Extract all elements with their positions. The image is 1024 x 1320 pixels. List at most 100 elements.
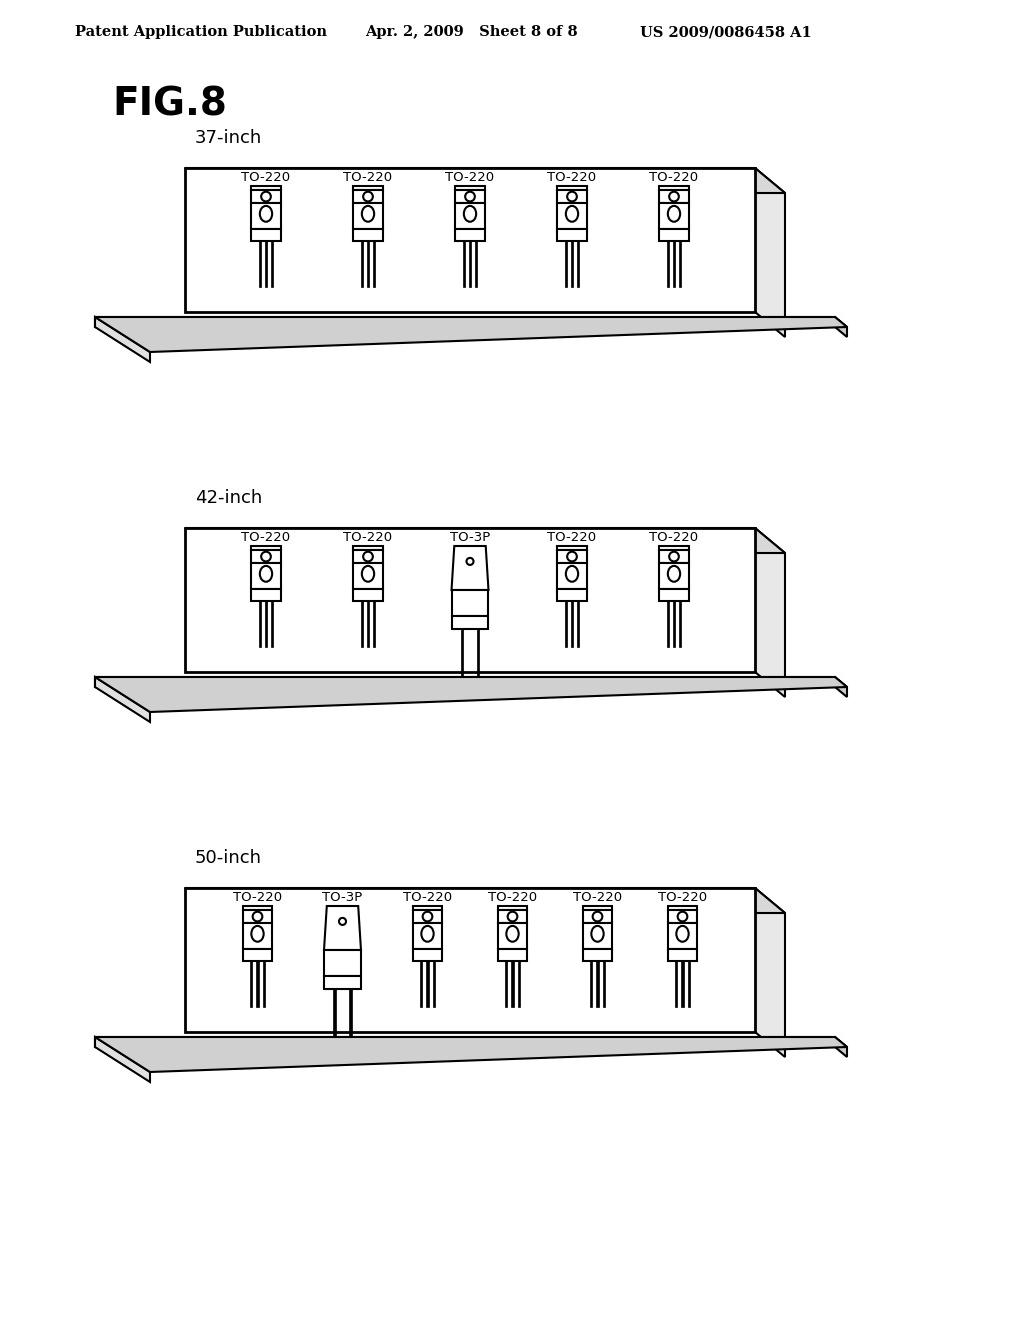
Text: TO-220: TO-220 [548, 172, 597, 183]
Ellipse shape [591, 925, 604, 941]
Bar [668, 906, 697, 911]
Ellipse shape [566, 566, 579, 582]
Bar [455, 203, 485, 230]
Bar [659, 550, 689, 562]
Bar [251, 546, 281, 550]
Bar [498, 906, 527, 911]
Bar [679, 242, 681, 288]
Bar [367, 602, 369, 647]
Polygon shape [95, 317, 847, 352]
Bar [373, 242, 375, 288]
Bar [271, 602, 273, 647]
Bar [243, 949, 272, 961]
Bar [367, 242, 369, 288]
Bar [353, 550, 383, 562]
Polygon shape [95, 1038, 150, 1082]
Polygon shape [755, 528, 785, 697]
Bar [659, 546, 689, 550]
Bar [557, 186, 587, 190]
Text: TO-220: TO-220 [232, 891, 282, 904]
Bar [557, 550, 587, 562]
Ellipse shape [467, 558, 473, 565]
Bar [251, 186, 281, 190]
Polygon shape [95, 677, 150, 722]
Bar [668, 923, 697, 949]
Text: 50-inch: 50-inch [195, 849, 262, 867]
Bar [413, 911, 442, 923]
Bar [262, 961, 265, 1007]
Bar [349, 989, 351, 1038]
Bar [498, 923, 527, 949]
Bar [185, 168, 755, 312]
Text: TO-220: TO-220 [343, 172, 392, 183]
Bar [353, 230, 383, 242]
Bar [95, 1038, 835, 1047]
Bar [432, 961, 435, 1007]
Bar [185, 888, 755, 1032]
Bar [95, 317, 835, 327]
Bar [557, 230, 587, 242]
Bar [511, 961, 514, 1007]
Bar [461, 628, 463, 677]
Bar [505, 961, 508, 1007]
Text: 42-inch: 42-inch [195, 488, 262, 507]
Bar [243, 906, 272, 911]
Text: TO-220: TO-220 [649, 172, 698, 183]
Bar [251, 230, 281, 242]
Text: TO-220: TO-220 [445, 172, 495, 183]
Bar [498, 911, 527, 923]
Bar [557, 589, 587, 602]
Bar [243, 911, 272, 923]
Ellipse shape [251, 925, 263, 941]
Bar [353, 190, 383, 203]
Polygon shape [835, 317, 847, 337]
Polygon shape [95, 677, 847, 711]
Bar [673, 242, 675, 288]
Bar [271, 242, 273, 288]
Ellipse shape [593, 912, 602, 921]
Ellipse shape [566, 206, 579, 222]
Polygon shape [185, 168, 785, 193]
Ellipse shape [423, 912, 432, 921]
Bar [259, 602, 261, 647]
Bar [324, 950, 361, 977]
Ellipse shape [361, 566, 374, 582]
Ellipse shape [364, 191, 373, 202]
Bar [426, 961, 429, 1007]
Bar [565, 602, 567, 647]
Bar [557, 546, 587, 550]
Bar [571, 242, 573, 288]
Ellipse shape [464, 206, 476, 222]
Text: US 2009/0086458 A1: US 2009/0086458 A1 [640, 25, 812, 40]
Bar [668, 911, 697, 923]
Bar [373, 602, 375, 647]
Bar [659, 230, 689, 242]
Ellipse shape [668, 206, 680, 222]
Ellipse shape [508, 912, 517, 921]
Bar [590, 961, 593, 1007]
Ellipse shape [253, 912, 262, 921]
Bar [455, 190, 485, 203]
Bar [659, 562, 689, 589]
Bar [413, 949, 442, 961]
Ellipse shape [567, 191, 577, 202]
Bar [95, 677, 835, 686]
Bar [353, 186, 383, 190]
Bar [557, 203, 587, 230]
Ellipse shape [261, 552, 270, 561]
Bar [659, 589, 689, 602]
Bar [360, 602, 362, 647]
Bar [557, 190, 587, 203]
Ellipse shape [676, 925, 689, 941]
Bar [681, 961, 684, 1007]
Bar [557, 562, 587, 589]
Bar [256, 961, 259, 1007]
Bar [334, 989, 336, 1038]
Text: 37-inch: 37-inch [195, 129, 262, 147]
Bar [583, 906, 612, 911]
Bar [517, 961, 520, 1007]
Bar [353, 203, 383, 230]
Bar [185, 528, 755, 672]
Bar [668, 949, 697, 961]
Bar [583, 911, 612, 923]
